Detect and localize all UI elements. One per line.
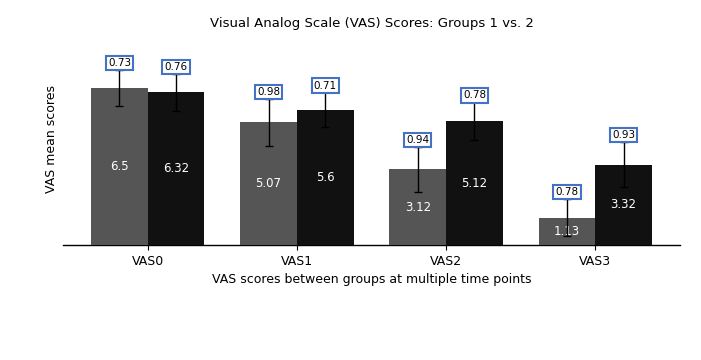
Text: 6.32: 6.32 bbox=[163, 162, 189, 175]
X-axis label: VAS scores between groups at multiple time points: VAS scores between groups at multiple ti… bbox=[212, 273, 531, 286]
Bar bbox=[91, 88, 148, 245]
Text: 0.98: 0.98 bbox=[257, 87, 280, 97]
Bar bbox=[446, 121, 503, 245]
Text: 5.07: 5.07 bbox=[256, 177, 282, 190]
Y-axis label: VAS mean scores: VAS mean scores bbox=[45, 85, 57, 193]
Text: 0.76: 0.76 bbox=[165, 62, 188, 72]
Bar bbox=[538, 217, 595, 245]
Text: 0.78: 0.78 bbox=[463, 90, 486, 100]
Bar bbox=[240, 122, 297, 245]
Text: 0.78: 0.78 bbox=[555, 187, 578, 197]
Text: 1.13: 1.13 bbox=[554, 225, 580, 238]
Text: 5.12: 5.12 bbox=[461, 176, 487, 189]
Text: 3.32: 3.32 bbox=[611, 198, 637, 211]
Text: 3.12: 3.12 bbox=[404, 201, 431, 213]
Bar bbox=[297, 110, 353, 245]
Text: 0.73: 0.73 bbox=[108, 58, 131, 68]
Bar bbox=[595, 165, 652, 245]
Bar bbox=[390, 170, 446, 245]
Text: 0.94: 0.94 bbox=[406, 135, 429, 145]
Text: 6.5: 6.5 bbox=[110, 160, 129, 173]
Title: Visual Analog Scale (VAS) Scores: Groups 1 vs. 2: Visual Analog Scale (VAS) Scores: Groups… bbox=[210, 17, 533, 30]
Text: 0.71: 0.71 bbox=[314, 81, 337, 91]
Bar bbox=[148, 92, 205, 245]
Text: 5.6: 5.6 bbox=[316, 171, 334, 184]
Text: 0.93: 0.93 bbox=[612, 130, 635, 140]
